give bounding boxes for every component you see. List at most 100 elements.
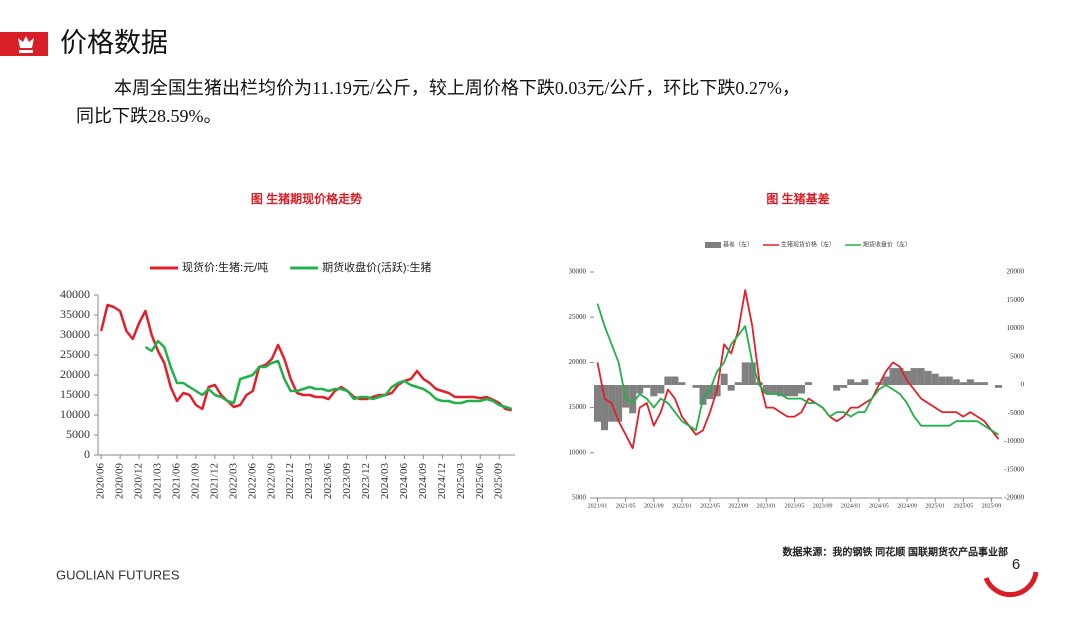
basis-bar [650,385,658,397]
x-tick-label: 2023/09 [813,503,833,509]
basis-bar [840,385,848,388]
body-text: 同比下跌28.59%。 [76,106,222,126]
y-tick-label: 10000 [60,407,90,421]
x-tick-label: 2024/01 [841,503,861,509]
line-series [99,303,513,412]
y-tick-label: 15000 [60,387,90,401]
x-tick-label: 2020/09 [114,463,126,500]
slide-title: 价格数据 [60,28,168,58]
basis-bar [692,385,700,388]
page-number: 6 [1012,556,1020,573]
x-tick-label: 2023/01 [757,503,777,509]
y-tick-label: 40000 [60,287,90,301]
line-series [596,289,1000,450]
page-arc [983,571,1039,598]
body-text: 本周全国生猪出栏均价为11.19元/公斤，较上周价格下跌0.03元/公斤，环比下… [114,78,800,98]
y-tick-label: 25000 [569,313,587,321]
basis-bar [952,379,960,385]
x-tick-label: 2021/09 [189,463,201,500]
y2-tick-label: 15000 [1007,296,1025,304]
basis-bar [889,368,897,385]
x-tick-label: 2025/09 [493,463,505,500]
basis-bar [629,385,637,414]
y-tick-label: 5000 [66,427,90,441]
basis-bar [924,370,932,385]
y-tick-label: 0 [84,447,90,461]
x-tick-label: 2021/06 [171,463,183,500]
legend-label: 基差（左） [723,241,753,249]
x-tick-label: 2024/06 [398,463,410,500]
basis-bar [769,385,777,394]
y2-tick-label: -15000 [1004,465,1024,473]
y2-tick-label: -5000 [1008,409,1025,417]
y2-tick-label: 10000 [1007,324,1025,332]
legend-swatch [705,242,721,248]
line-series [596,303,999,436]
x-tick-label: 2023/09 [341,463,353,500]
legend-label: 期货收盘价(活跃):生猪 [322,260,431,274]
legend-label: 期货收盘价（左） [863,241,911,249]
y-tick-label: 10000 [569,448,587,456]
y-tick-label: 30000 [569,268,587,276]
basis-bar [776,385,784,397]
x-tick-label: 2025/01 [925,503,945,509]
x-tick-label: 2024/05 [869,503,889,509]
basis-bar [657,385,665,394]
x-tick-label: 2025/05 [953,503,973,509]
x-tick-label: 2021/09 [644,503,664,509]
basis-bar [664,376,672,385]
x-tick-label: 2021/03 [152,463,164,500]
legend-label: 生猪现货价格（左） [781,241,835,249]
y2-tick-label: 0 [1021,381,1025,389]
x-tick-label: 2023/03 [303,463,315,500]
x-tick-label: 2024/12 [436,463,448,499]
basis-bar [973,382,981,385]
basis-bar [980,382,988,385]
basis-bar [945,376,953,385]
basis-bar [882,376,890,385]
basis-bar [861,379,869,385]
basis-bar [783,385,791,397]
basis-bar [994,385,1002,388]
x-tick-label: 2023/12 [360,463,372,499]
chart-title: 图 生猪基差 [766,191,829,206]
legend-label: 现货价:生猪:元/吨 [182,260,268,274]
x-tick-label: 2021/05 [616,503,636,509]
basis-bar [678,382,686,385]
x-tick-label: 2021/12 [208,463,220,499]
crown-icon [18,36,34,53]
x-tick-label: 2025/09 [982,503,1002,509]
basis-bar [959,382,967,385]
basis-bar [741,362,749,385]
x-tick-label: 2022/09 [728,503,748,509]
x-tick-label: 2022/12 [284,463,296,499]
x-tick-label: 2022/06 [246,463,258,500]
x-tick-label: 2022/03 [227,463,239,500]
x-tick-label: 2024/09 [897,503,917,509]
basis-bar [896,368,904,385]
y-tick-label: 20000 [569,358,587,366]
basis-bar [636,385,644,394]
x-tick-label: 2022/05 [700,503,720,509]
basis-bar [762,385,770,394]
basis-bar [699,385,707,405]
x-tick-label: 2023/06 [322,463,334,500]
x-tick-label: 2021/01 [588,503,608,509]
basis-bar [594,385,602,422]
basis-bar [734,382,742,385]
y2-tick-label: -10000 [1004,437,1024,445]
basis-bar [938,376,946,385]
y-tick-label: 25000 [60,347,90,361]
x-tick-label: 2024/03 [379,463,391,500]
x-tick-label: 2025/03 [455,463,467,500]
basis-bar [643,385,651,388]
x-tick-label: 2022/09 [265,463,277,500]
y-tick-label: 30000 [60,327,90,341]
basis-bar [727,385,735,391]
x-tick-label: 2022/01 [672,503,692,509]
basis-bar [748,362,756,385]
basis-bar [931,373,939,385]
x-tick-label: 2024/09 [417,463,429,500]
